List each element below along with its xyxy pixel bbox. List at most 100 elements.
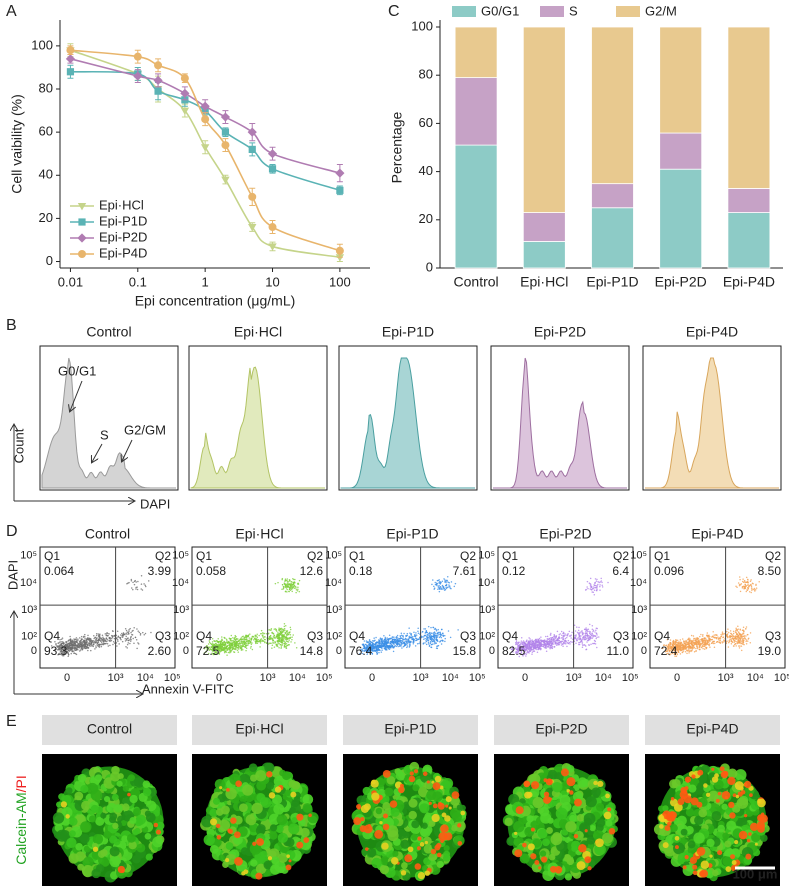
dot — [237, 648, 240, 650]
dot — [274, 640, 276, 643]
dot — [236, 646, 239, 649]
dot — [228, 648, 231, 651]
dot — [373, 637, 375, 639]
dot — [61, 644, 64, 647]
dot — [247, 641, 250, 644]
dot — [256, 636, 259, 639]
dot — [440, 639, 442, 642]
dot — [283, 640, 285, 642]
dot — [746, 580, 749, 583]
quadrant-label: Q4 — [349, 629, 365, 643]
dot — [679, 653, 682, 655]
dot — [695, 643, 698, 645]
dot — [599, 584, 601, 586]
dot — [77, 643, 79, 645]
dot — [737, 639, 739, 642]
dot — [707, 641, 710, 643]
dot — [291, 585, 293, 588]
dot — [60, 643, 63, 646]
y-tick-label: 0 — [426, 259, 433, 274]
dot — [235, 648, 237, 651]
dot — [677, 649, 679, 652]
dot — [747, 579, 749, 581]
marker — [133, 52, 142, 61]
dot — [129, 642, 131, 645]
dot — [227, 651, 230, 654]
dot — [746, 640, 749, 642]
dot — [375, 646, 377, 648]
dot — [284, 641, 287, 643]
dot — [63, 652, 66, 655]
dot — [292, 583, 295, 586]
dot — [448, 586, 450, 588]
dot — [263, 636, 266, 638]
dot — [287, 584, 290, 586]
dot — [285, 624, 287, 627]
dot — [86, 643, 89, 646]
dot — [713, 636, 715, 639]
y-tick-label: 0 — [489, 645, 495, 657]
marker — [154, 61, 163, 70]
dot — [401, 642, 404, 644]
dot — [251, 635, 254, 638]
dot — [562, 632, 564, 635]
y-tick-label: 100 — [31, 37, 53, 52]
dot — [590, 589, 593, 591]
dot — [399, 635, 402, 638]
dot — [388, 634, 391, 636]
dot — [281, 577, 284, 580]
dot — [121, 632, 123, 635]
dot — [288, 588, 291, 591]
dot — [417, 630, 419, 633]
dot — [414, 645, 417, 647]
dot — [591, 591, 593, 593]
dot — [426, 633, 429, 636]
dot — [430, 626, 432, 629]
dot — [205, 650, 208, 653]
dot — [276, 630, 278, 632]
dot — [555, 636, 558, 638]
dot — [272, 639, 275, 642]
dot — [271, 647, 273, 649]
dot — [437, 628, 439, 631]
dot — [389, 642, 392, 645]
dot — [578, 641, 580, 644]
marker — [133, 71, 143, 81]
dot — [283, 634, 285, 636]
dot — [586, 633, 589, 636]
dot — [225, 649, 228, 651]
dot — [552, 643, 554, 646]
dot — [737, 631, 740, 633]
dot — [735, 635, 738, 638]
legend-marker — [77, 203, 87, 211]
dot — [740, 649, 743, 652]
dot — [590, 586, 592, 589]
dot — [433, 587, 436, 589]
dot — [527, 640, 530, 643]
dot — [679, 649, 681, 651]
dot — [282, 630, 284, 633]
dot — [222, 644, 225, 647]
dot — [748, 590, 751, 593]
dot — [745, 626, 748, 628]
dot — [384, 636, 387, 639]
dot — [437, 644, 440, 647]
bar-segment — [454, 144, 498, 269]
dot — [442, 586, 445, 588]
dot — [256, 642, 259, 645]
dot — [140, 588, 142, 590]
dot — [738, 641, 740, 644]
dot — [683, 644, 686, 647]
dot — [708, 635, 711, 638]
dot — [713, 642, 716, 645]
dot — [284, 586, 286, 588]
dot — [258, 634, 260, 637]
dot — [105, 633, 108, 635]
dot — [237, 651, 240, 653]
dot — [722, 641, 725, 643]
dot — [391, 644, 393, 647]
dot — [276, 645, 279, 648]
dot — [71, 639, 73, 641]
dot — [127, 631, 130, 634]
dot — [435, 582, 438, 584]
